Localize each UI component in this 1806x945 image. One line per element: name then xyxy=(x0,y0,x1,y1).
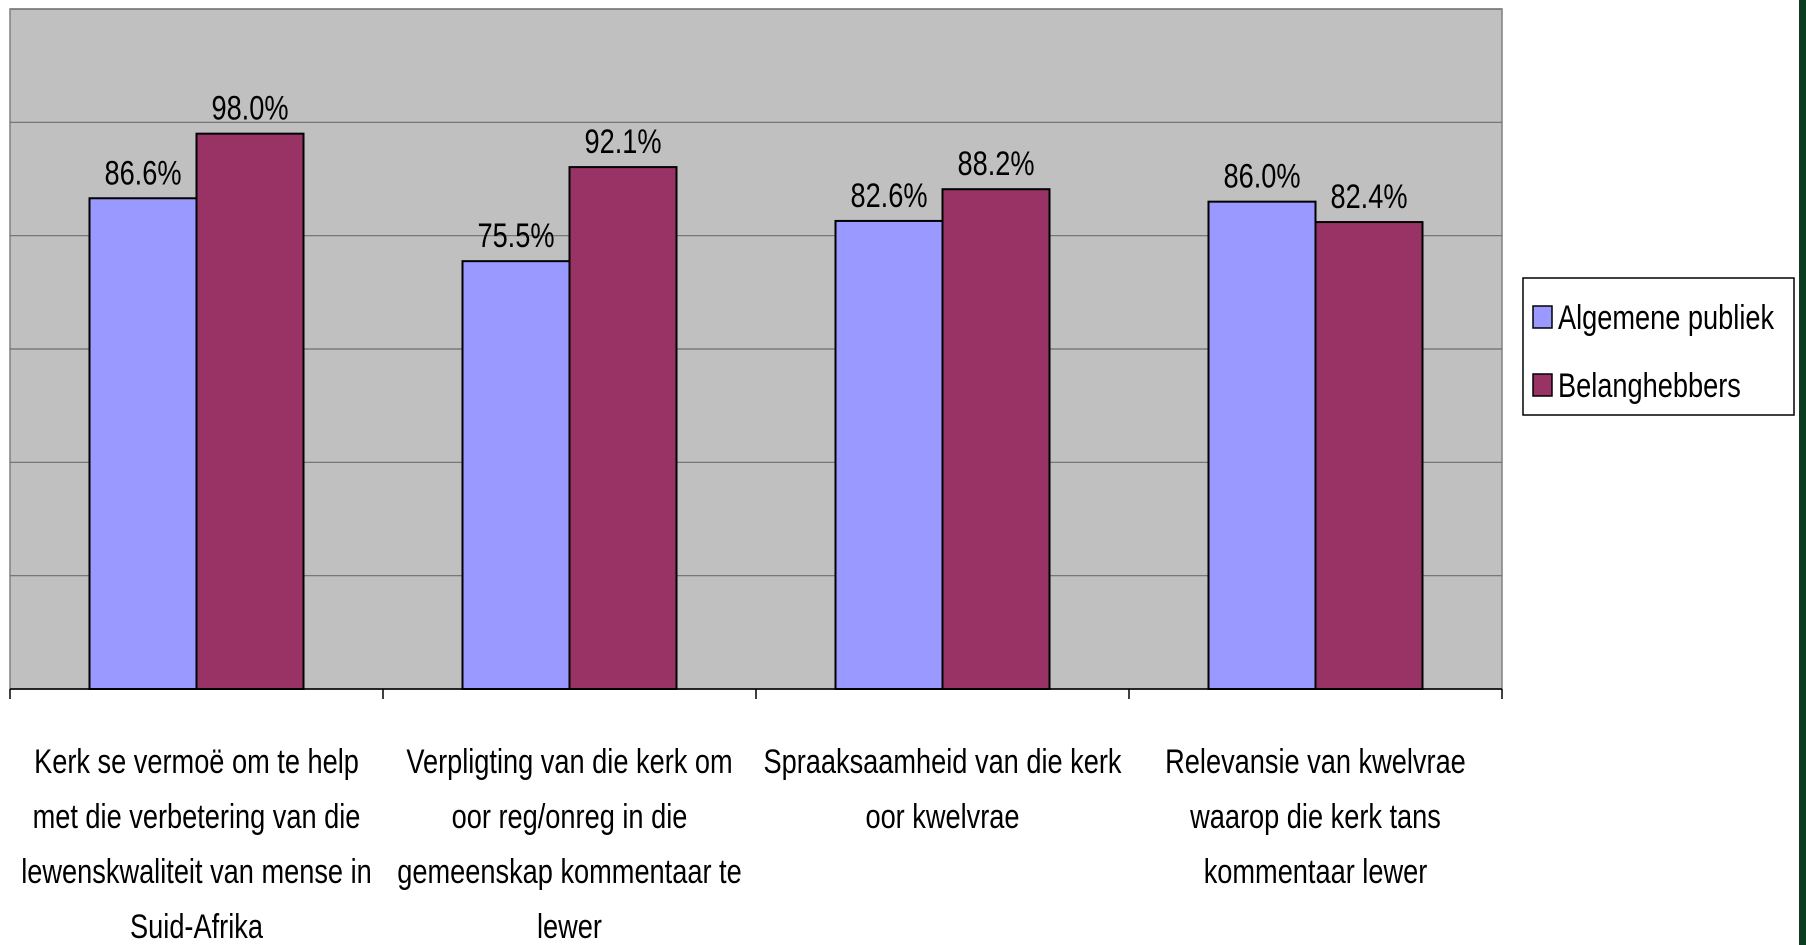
bar xyxy=(461,260,571,690)
data-label: 86.6% xyxy=(104,153,181,192)
x-tick-label: Kerk se vermoë om te help met die verbete… xyxy=(21,742,371,945)
data-label: 75.5% xyxy=(477,216,554,255)
bar xyxy=(1314,221,1424,690)
x-tick-label: Spraaksaamheid van die kerk oor kwelvrae xyxy=(763,742,1122,836)
data-label: 82.6% xyxy=(850,176,927,215)
data-label: 88.2% xyxy=(957,144,1034,183)
x-tick-label: Relevansie van kwelvrae waarop die kerk t… xyxy=(1165,742,1466,891)
data-label: 82.4% xyxy=(1330,177,1407,216)
legend-label: Belanghebbers xyxy=(1558,366,1741,405)
data-label: 98.0% xyxy=(211,89,288,128)
edge-strip xyxy=(1799,0,1806,945)
x-tick-label: Verpligting van die kerk om oor reg/onreg… xyxy=(397,742,741,945)
bar xyxy=(834,219,944,691)
legend-box xyxy=(1522,277,1795,416)
legend-swatch xyxy=(1532,373,1553,397)
bar xyxy=(568,166,678,691)
data-label: 86.0% xyxy=(1223,157,1300,196)
legend-label: Algemene publiek xyxy=(1558,298,1775,337)
data-label: 92.1% xyxy=(584,122,661,161)
bar xyxy=(88,197,198,690)
bar xyxy=(195,132,305,690)
legend-swatch xyxy=(1532,305,1553,329)
bar xyxy=(1207,200,1317,691)
bar xyxy=(941,188,1051,690)
